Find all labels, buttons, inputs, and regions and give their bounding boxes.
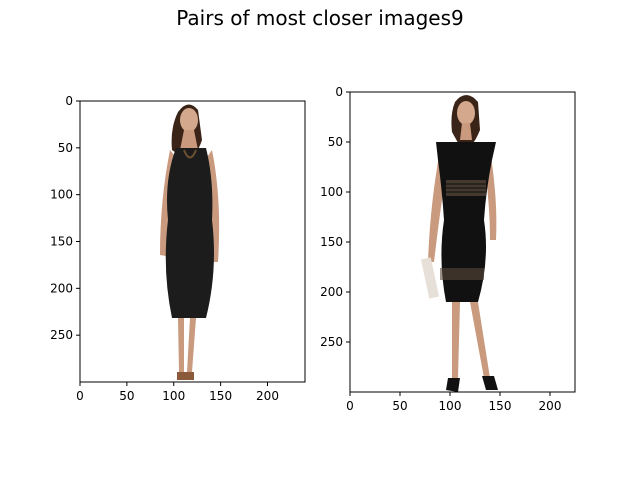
- left-photo: [160, 104, 220, 380]
- figure-title: Pairs of most closer images9: [176, 6, 464, 30]
- right-image-x-tick-label: 50: [392, 399, 407, 413]
- left-image-y-tick-label: 0: [65, 94, 73, 108]
- right-image-x-tick-label: 0: [346, 399, 354, 413]
- right-image-y-tick-label: 200: [320, 285, 343, 299]
- left-image-y-tick-label: 200: [50, 281, 73, 295]
- left-image-x-tick-label: 200: [256, 389, 279, 403]
- right-panel: 0 50 100 150 200 0 50 100 150 200 250: [320, 85, 576, 413]
- right-image-y-tick-label: 100: [320, 185, 343, 199]
- right-image-x-tick-label: 100: [439, 399, 462, 413]
- right-ticks: 0 50 100 150 200 0 50 100 150 200 250: [320, 85, 561, 413]
- left-image-x-tick-label: 100: [162, 389, 185, 403]
- right-image-y-tick-label: 0: [335, 85, 343, 99]
- left-image-y-tick-label: 50: [58, 141, 73, 155]
- right-image-y-tick-label: 150: [320, 235, 343, 249]
- left-image-x-tick-label: 50: [119, 389, 134, 403]
- left-image-y-tick-label: 100: [50, 188, 73, 202]
- left-ticks: 0 50 100 150 200 0 50 100 150 200 250: [50, 94, 279, 403]
- right-photo: [420, 95, 498, 392]
- right-image-y-tick-label: 50: [328, 135, 343, 149]
- left-panel: 0 50 100 150 200 0 50 100 150 200 250: [50, 94, 306, 403]
- right-image-x-tick-label: 200: [539, 399, 562, 413]
- left-image-y-tick-label: 250: [50, 328, 73, 342]
- left-image-y-tick-label: 150: [50, 235, 73, 249]
- right-image-x-tick-label: 150: [489, 399, 512, 413]
- left-image-x-tick-label: 150: [209, 389, 232, 403]
- right-image-y-tick-label: 250: [320, 335, 343, 349]
- left-image-x-tick-label: 0: [76, 389, 84, 403]
